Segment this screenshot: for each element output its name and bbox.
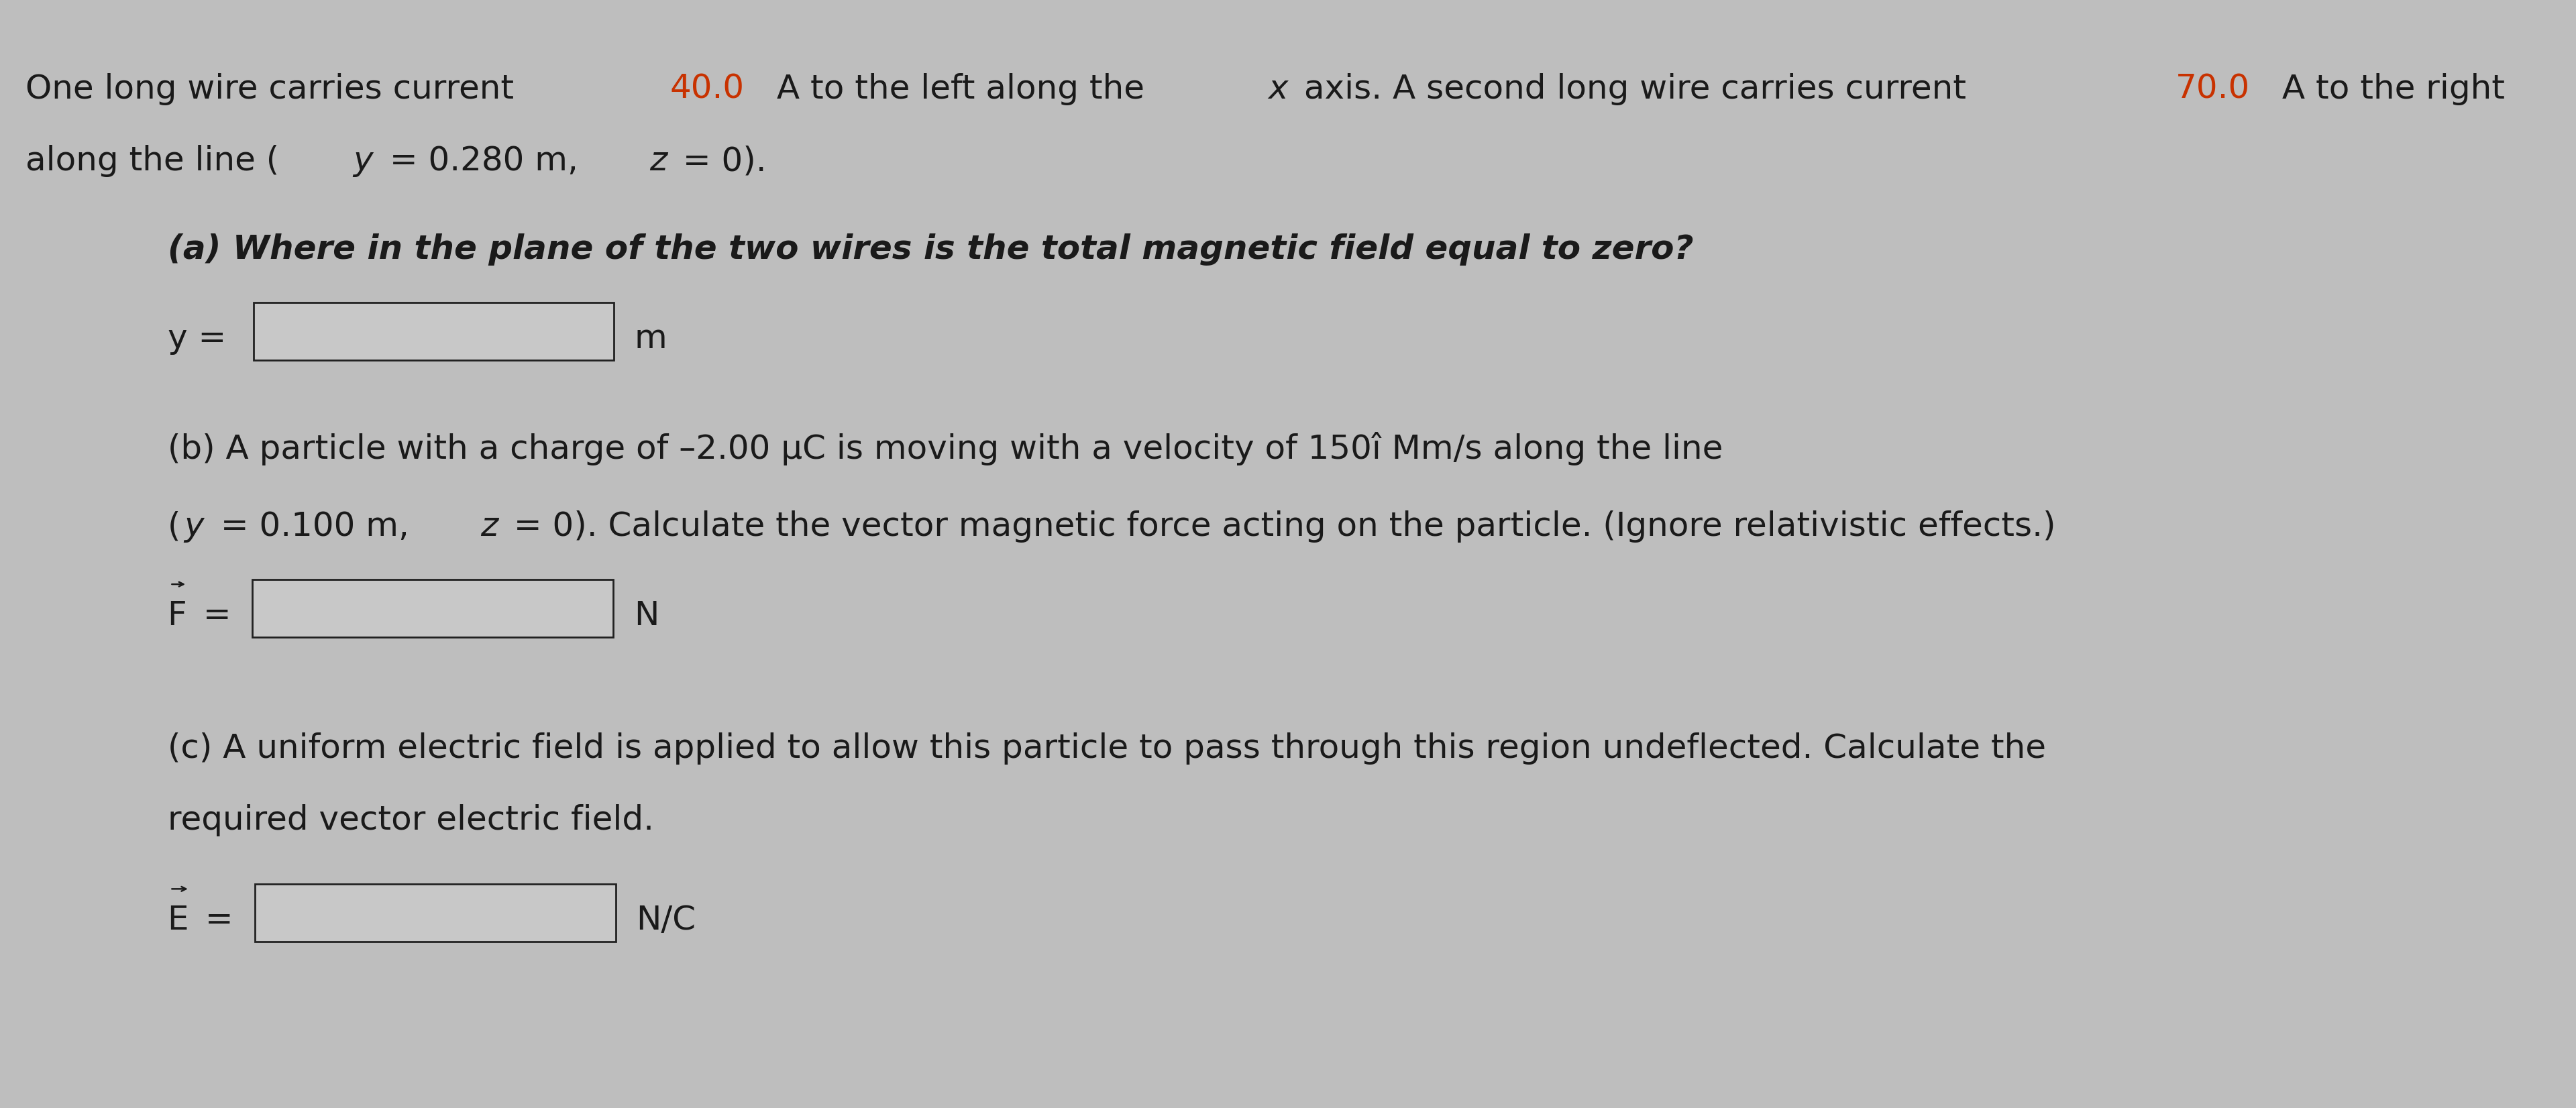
Bar — [255, 884, 616, 942]
Text: axis. A second long wire carries current: axis. A second long wire carries current — [1293, 73, 1976, 105]
Text: N: N — [634, 599, 659, 632]
Text: A to the right: A to the right — [2272, 73, 2506, 105]
Text: (c) A uniform electric field is applied to allow this particle to pass through t: (c) A uniform electric field is applied … — [167, 732, 2045, 765]
Text: E: E — [167, 904, 188, 936]
Bar — [252, 302, 613, 360]
Text: F: F — [167, 599, 185, 632]
Text: One long wire carries current: One long wire carries current — [26, 73, 526, 105]
Text: y: y — [185, 511, 204, 543]
Text: A to the left along the: A to the left along the — [765, 73, 1154, 105]
Text: (a) Where in the plane of the two wires is the total magnetic field equal to zer: (a) Where in the plane of the two wires … — [167, 234, 1692, 266]
Text: z: z — [482, 511, 497, 543]
Text: =: = — [196, 904, 234, 936]
Text: = 0.280 m,: = 0.280 m, — [379, 145, 587, 177]
Text: m: m — [634, 322, 667, 355]
Text: = 0).: = 0). — [672, 145, 768, 177]
Text: y =: y = — [167, 322, 227, 355]
Text: N/C: N/C — [636, 904, 696, 936]
Text: x: x — [1267, 73, 1288, 105]
Text: y: y — [353, 145, 374, 177]
Text: = 0.100 m,: = 0.100 m, — [209, 511, 420, 543]
Text: along the line (: along the line ( — [26, 145, 278, 177]
Bar — [252, 579, 613, 637]
Text: (b) A particle with a charge of –2.00 μC is moving with a velocity of 150î Mm/s : (b) A particle with a charge of –2.00 μC… — [167, 432, 1723, 465]
Text: 70.0: 70.0 — [2177, 73, 2249, 105]
Text: required vector electric field.: required vector electric field. — [167, 804, 654, 837]
Text: (: ( — [167, 511, 180, 543]
Text: z: z — [649, 145, 667, 177]
Text: =: = — [193, 599, 232, 632]
Text: 40.0: 40.0 — [670, 73, 744, 105]
Text: = 0). Calculate the vector magnetic force acting on the particle. (Ignore relati: = 0). Calculate the vector magnetic forc… — [502, 511, 2056, 543]
